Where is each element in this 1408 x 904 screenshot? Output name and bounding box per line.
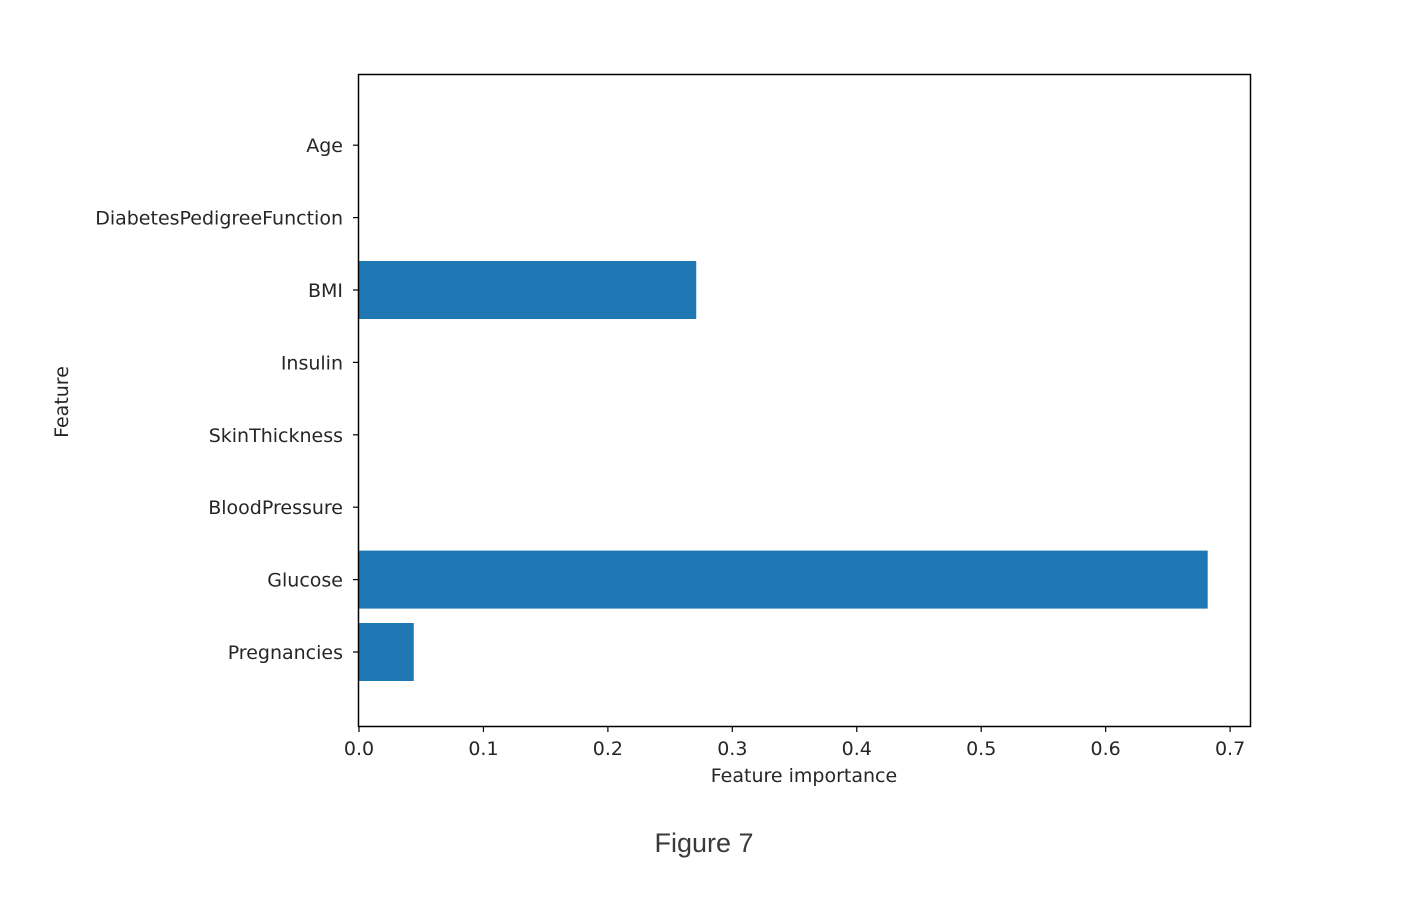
y-tick-label-age: Age [306,135,343,157]
y-tick-label-diabetespedigreefunction: DiabetesPedigreeFunction [95,208,343,230]
x-tick-label-7: 0.7 [1215,738,1245,760]
x-tick-label-1: 0.1 [468,738,498,760]
x-tick-label-4: 0.4 [842,738,872,760]
y-axis-label: Feature [51,366,73,438]
figure-caption: Figure 7 [654,828,754,858]
y-tick-label-bmi: BMI [308,280,343,302]
x-axis-label: Feature importance [711,765,897,787]
plot-frame [357,73,1252,728]
y-tick-label-insulin: Insulin [281,352,343,374]
x-tick-label-5: 0.5 [966,738,996,760]
x-tick-label-0: 0.0 [344,738,374,760]
bar-bmi [359,261,697,319]
bar-pregnancies [359,623,414,681]
y-tick-label-pregnancies: Pregnancies [228,642,343,664]
x-axis: 0.0 0.1 0.2 0.3 0.4 0.5 0.6 0.7 [344,726,1245,760]
bars-layer [359,261,1208,681]
x-tick-label-2: 0.2 [593,738,623,760]
x-tick-label-3: 0.3 [717,738,747,760]
y-axis: Pregnancies Glucose BloodPressure SkinThick… [95,135,359,664]
x-tick-label-6: 0.6 [1091,738,1121,760]
y-tick-label-bloodpressure: BloodPressure [208,497,343,519]
y-tick-label-glucose: Glucose [267,570,343,592]
y-tick-label-skinthickness: SkinThickness [209,425,343,447]
bar-glucose [359,550,1208,609]
